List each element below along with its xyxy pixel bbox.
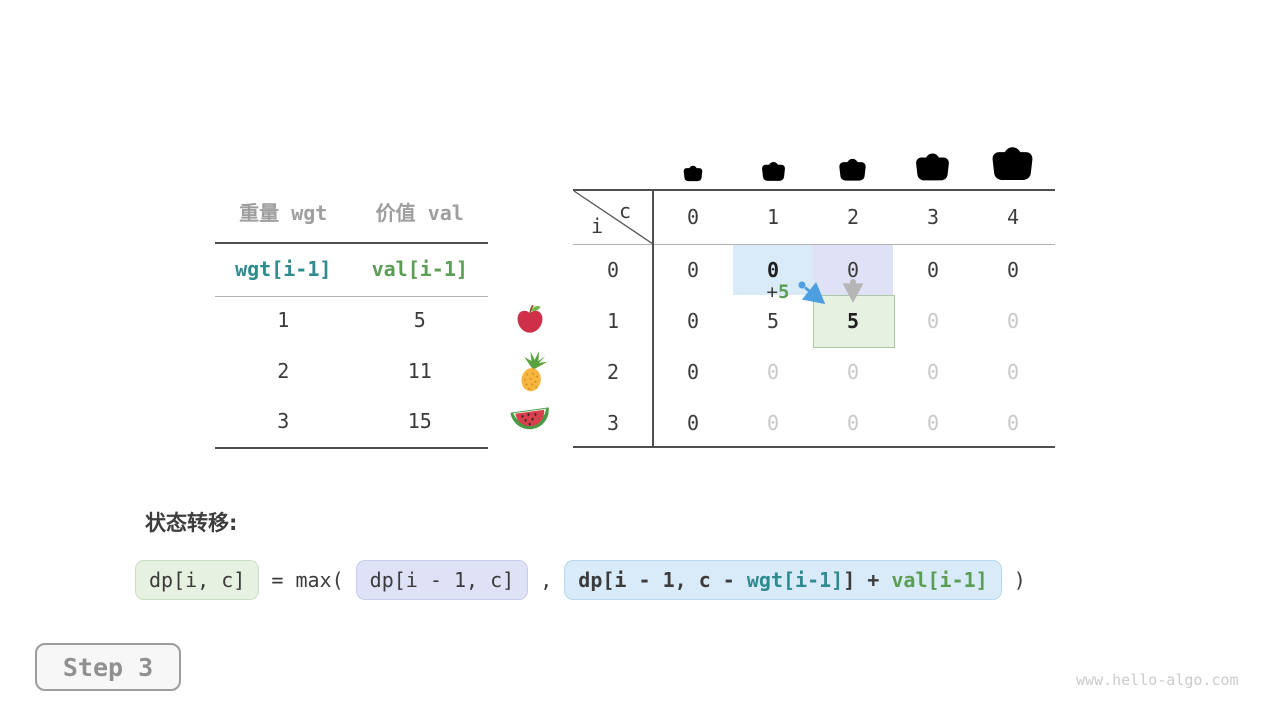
dp-table-top-border — [573, 189, 1055, 191]
item-3-weight: 3 — [277, 409, 290, 433]
dp-cell-0-0: 0 — [686, 257, 700, 282]
value-column-header: 价值 val — [375, 200, 464, 225]
step-badge[interactable]: Step 3 — [35, 643, 181, 691]
apple-icon — [517, 304, 543, 333]
dp-cell-1-3: 0 — [926, 308, 940, 333]
items-table-mid-rule — [215, 296, 488, 297]
item-row-3: 3 15 — [215, 400, 488, 442]
items-table-header-row: 重量 wgt 价值 val — [215, 195, 488, 227]
item-row-1: 1 5 — [215, 299, 488, 341]
highlight-green-cell-1-2 — [813, 295, 895, 348]
item-3-value: 15 — [407, 409, 432, 433]
dp-table-header-separator — [573, 244, 1055, 245]
dp-col-variable: c — [618, 199, 632, 223]
dp-row-variable: i — [590, 214, 604, 238]
formula-option-keep: dp[i - 1, c] — [355, 560, 529, 600]
dp-cell-3-3: 0 — [926, 410, 940, 435]
dp-cell-1-0: 0 — [686, 308, 700, 333]
formula-option-take: dp[i - 1, c - wgt[i-1] ] + val[i-1] — [564, 560, 1002, 600]
dp-cell-0-1: 0 — [766, 257, 780, 282]
item-row-2: 2 11 — [215, 350, 488, 392]
item-1-weight: 1 — [277, 308, 290, 332]
formula-comma: , — [528, 568, 565, 592]
take-expression-mid: ] + — [843, 568, 892, 592]
items-table-top-rule — [215, 242, 488, 244]
dp-cell-2-1: 0 — [766, 359, 780, 384]
dp-cell-2-2: 0 — [846, 359, 860, 384]
dp-cell-1-2: 5 — [846, 308, 860, 333]
dp-cell-0-3: 0 — [926, 257, 940, 282]
dp-cell-2-4: 0 — [1006, 359, 1020, 384]
add-value-label: +5 — [756, 279, 800, 305]
item-1-value: 5 — [413, 308, 426, 332]
dp-cell-2-3: 0 — [926, 359, 940, 384]
wgt-variable-label: wgt[i-1] — [235, 257, 332, 281]
dp-cell-1-1: 5 — [766, 308, 780, 333]
weight-column-header: 重量 wgt — [239, 200, 328, 225]
item-2-value: 11 — [407, 359, 432, 383]
pineapple-icon — [521, 351, 548, 392]
watermelon-icon — [510, 407, 549, 430]
add-operator: + — [766, 281, 778, 303]
dp-row-header-2: 2 — [606, 359, 620, 384]
dp-row-header-0: 0 — [606, 257, 620, 282]
dp-cell-3-4: 0 — [1006, 410, 1020, 435]
watermark: www.hello-algo.com — [1076, 671, 1239, 689]
dp-col-header-0: 0 — [686, 205, 700, 229]
dp-col-header-3: 3 — [926, 205, 940, 229]
take-expression-wgt: wgt[i-1] — [746, 568, 844, 592]
items-table-bottom-rule — [215, 447, 488, 449]
dp-col-header-2: 2 — [846, 205, 860, 229]
take-expression-prefix: dp[i - 1, c - — [578, 568, 747, 592]
formula-max-operator: = max( — [259, 568, 356, 592]
dp-row-header-1: 1 — [606, 308, 620, 333]
formula-lhs: dp[i, c] — [135, 560, 260, 600]
dp-col-header-1: 1 — [766, 205, 780, 229]
dp-col-header-4: 4 — [1006, 205, 1020, 229]
dp-cell-0-2: 0 — [846, 257, 860, 282]
transition-formula: dp[i, c] = max( dp[i - 1, c] , dp[i - 1,… — [135, 558, 1026, 602]
formula-close-paren: ) — [1001, 568, 1026, 592]
dp-cell-0-4: 0 — [1006, 257, 1020, 282]
items-table: 重量 wgt 价值 val wgt[i-1] val[i-1] 1 5 2 11… — [215, 195, 488, 449]
dp-table-bottom-border — [573, 446, 1055, 448]
val-variable-label: val[i-1] — [371, 257, 468, 281]
add-amount: 5 — [778, 281, 790, 303]
dp-cell-2-0: 0 — [686, 359, 700, 384]
item-2-weight: 2 — [277, 359, 290, 383]
dp-row-header-3: 3 — [606, 410, 620, 435]
dp-cell-1-4: 0 — [1006, 308, 1020, 333]
dp-cell-3-0: 0 — [686, 410, 700, 435]
dp-table-vertical-divider — [652, 189, 654, 448]
dp-cell-3-2: 0 — [846, 410, 860, 435]
take-expression-val: val[i-1] — [891, 568, 988, 592]
transition-heading: 状态转移: — [145, 511, 238, 535]
dp-cell-3-1: 0 — [766, 410, 780, 435]
items-table-variable-row: wgt[i-1] val[i-1] — [215, 248, 488, 290]
